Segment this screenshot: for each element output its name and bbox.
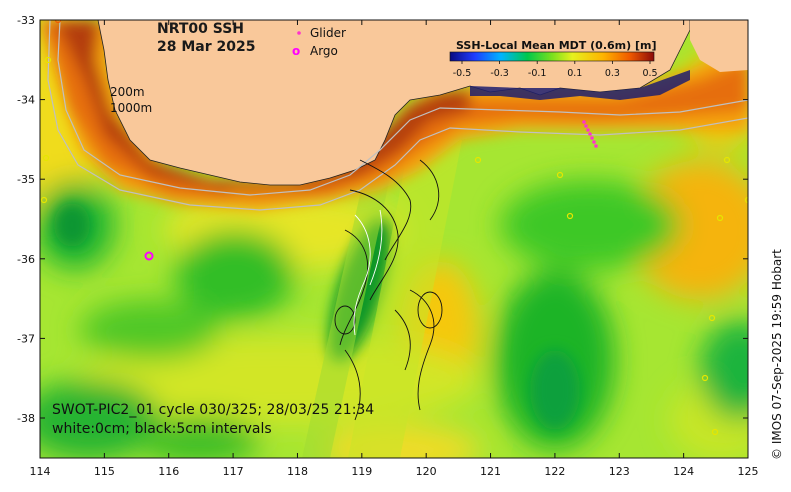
x-tick-label: 118 [287,465,308,478]
y-axis-ticks: -33 -34 -35 -36 -37 -38 [17,14,748,425]
colorbar-tick-label: 0.3 [605,68,620,79]
legend-glider-label: Glider [310,26,346,40]
colorbar: SSH-Local Mean MDT (0.6m) [m] -0.5 -0.3 -0… [449,39,658,79]
y-tick-label: -33 [17,14,35,27]
x-tick-label: 116 [158,465,179,478]
colorbar-tick-label: 0.5 [642,68,657,79]
x-tick-label: 121 [480,465,501,478]
x-axis-ticks: 114 115 116 117 118 119 120 121 122 123 124 125 [30,20,759,478]
contour-interval-info: white:0cm; black:5cm intervals [52,421,272,437]
x-tick-label: 115 [94,465,115,478]
argo-float-marker [144,251,154,261]
colorbar-tick-label: -0.5 [453,68,472,79]
x-tick-label: 125 [738,465,759,478]
glider-legend-icon [297,31,301,35]
x-tick-label: 124 [673,465,694,478]
isobath-lines [47,20,748,211]
glider-track [582,120,598,148]
swath-contours [334,159,443,421]
colorbar-ticks: -0.5 -0.3 -0.1 0.1 0.3 0.5 [453,61,658,79]
y-tick-label: -37 [17,332,35,345]
colorbar-tick-label: -0.3 [490,68,509,79]
map-title-product: NRT00 SSH [157,21,244,37]
x-tick-label: 120 [416,465,437,478]
legend-argo-label: Argo [310,44,338,58]
y-tick-label: -36 [17,253,35,266]
x-tick-label: 123 [609,465,630,478]
colorbar-tick-label: -0.1 [528,68,547,79]
colorbar-title: SSH-Local Mean MDT (0.6m) [m] [456,39,656,52]
x-tick-label: 114 [30,465,51,478]
isobath-label-200m: 200m [110,85,145,99]
y-tick-label: -34 [17,94,35,107]
x-tick-label: 119 [351,465,372,478]
swot-swath [302,140,462,458]
plot-frame [39,19,749,459]
argo-legend-icon: o [292,44,300,58]
swot-pass-info: SWOT-PIC2_01 cycle 030/325; 28/03/25 21:… [52,402,374,418]
isobath-label-1000m: 1000m [110,101,152,115]
drifter-markers [40,20,748,436]
legend: Glider o Argo [292,26,346,58]
y-tick-label: -38 [17,412,35,425]
credit-text: © IMOS 07-Sep-2025 19:59 Hobart [770,249,784,460]
map-title-date: 28 Mar 2025 [157,39,255,55]
colorbar-gradient [449,51,655,62]
x-tick-label: 117 [223,465,244,478]
y-tick-label: -35 [17,173,35,186]
x-tick-label: 122 [544,465,565,478]
colorbar-tick-label: 0.1 [567,68,582,79]
